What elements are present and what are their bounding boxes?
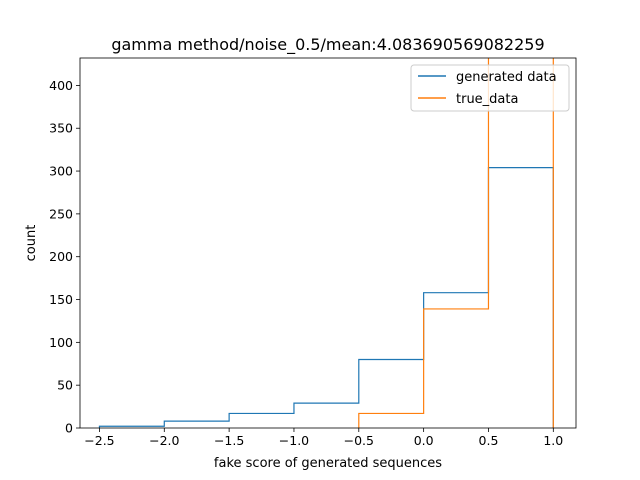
chart-title: gamma method/noise_0.5/mean:4.0836905690… [111,35,544,55]
legend-label-true: true_data [456,92,518,107]
x-tick-label: 0.0 [414,433,434,448]
series-step-1 [358,58,554,428]
y-axis-label: count [24,225,39,262]
x-axis-label: fake score of generated sequences [214,456,442,471]
y-tick-label: 250 [49,206,73,221]
y-tick-label: 150 [49,292,73,307]
y-tick-label: 300 [49,164,73,179]
legend-box [410,64,570,112]
x-axis-ticks: −2.5 −2.0 −1.5 −1.0 −0.5 0.0 0.5 1.0 [84,428,563,448]
y-tick-label: 350 [49,121,73,136]
y-axis-ticks: 0 50 100 150 200 250 300 350 400 [49,78,80,436]
plot-frame [79,57,577,429]
legend-label-generated: generated data [456,70,557,85]
y-tick-label: 400 [49,78,73,93]
x-tick-label: −1.0 [279,433,309,448]
x-tick-label: 1.0 [543,433,563,448]
y-tick-label: 0 [65,421,73,436]
x-tick-label: 0.5 [479,433,499,448]
x-tick-label: −2.5 [84,433,114,448]
legend: generated data true_data [410,64,570,112]
y-tick-label: 100 [49,335,73,350]
x-tick-label: −2.0 [149,433,179,448]
x-tick-label: −1.5 [214,433,244,448]
x-tick-label: −0.5 [344,433,374,448]
y-tick-label: 50 [57,378,73,393]
y-tick-label: 200 [49,249,73,264]
series-layer [98,58,554,428]
